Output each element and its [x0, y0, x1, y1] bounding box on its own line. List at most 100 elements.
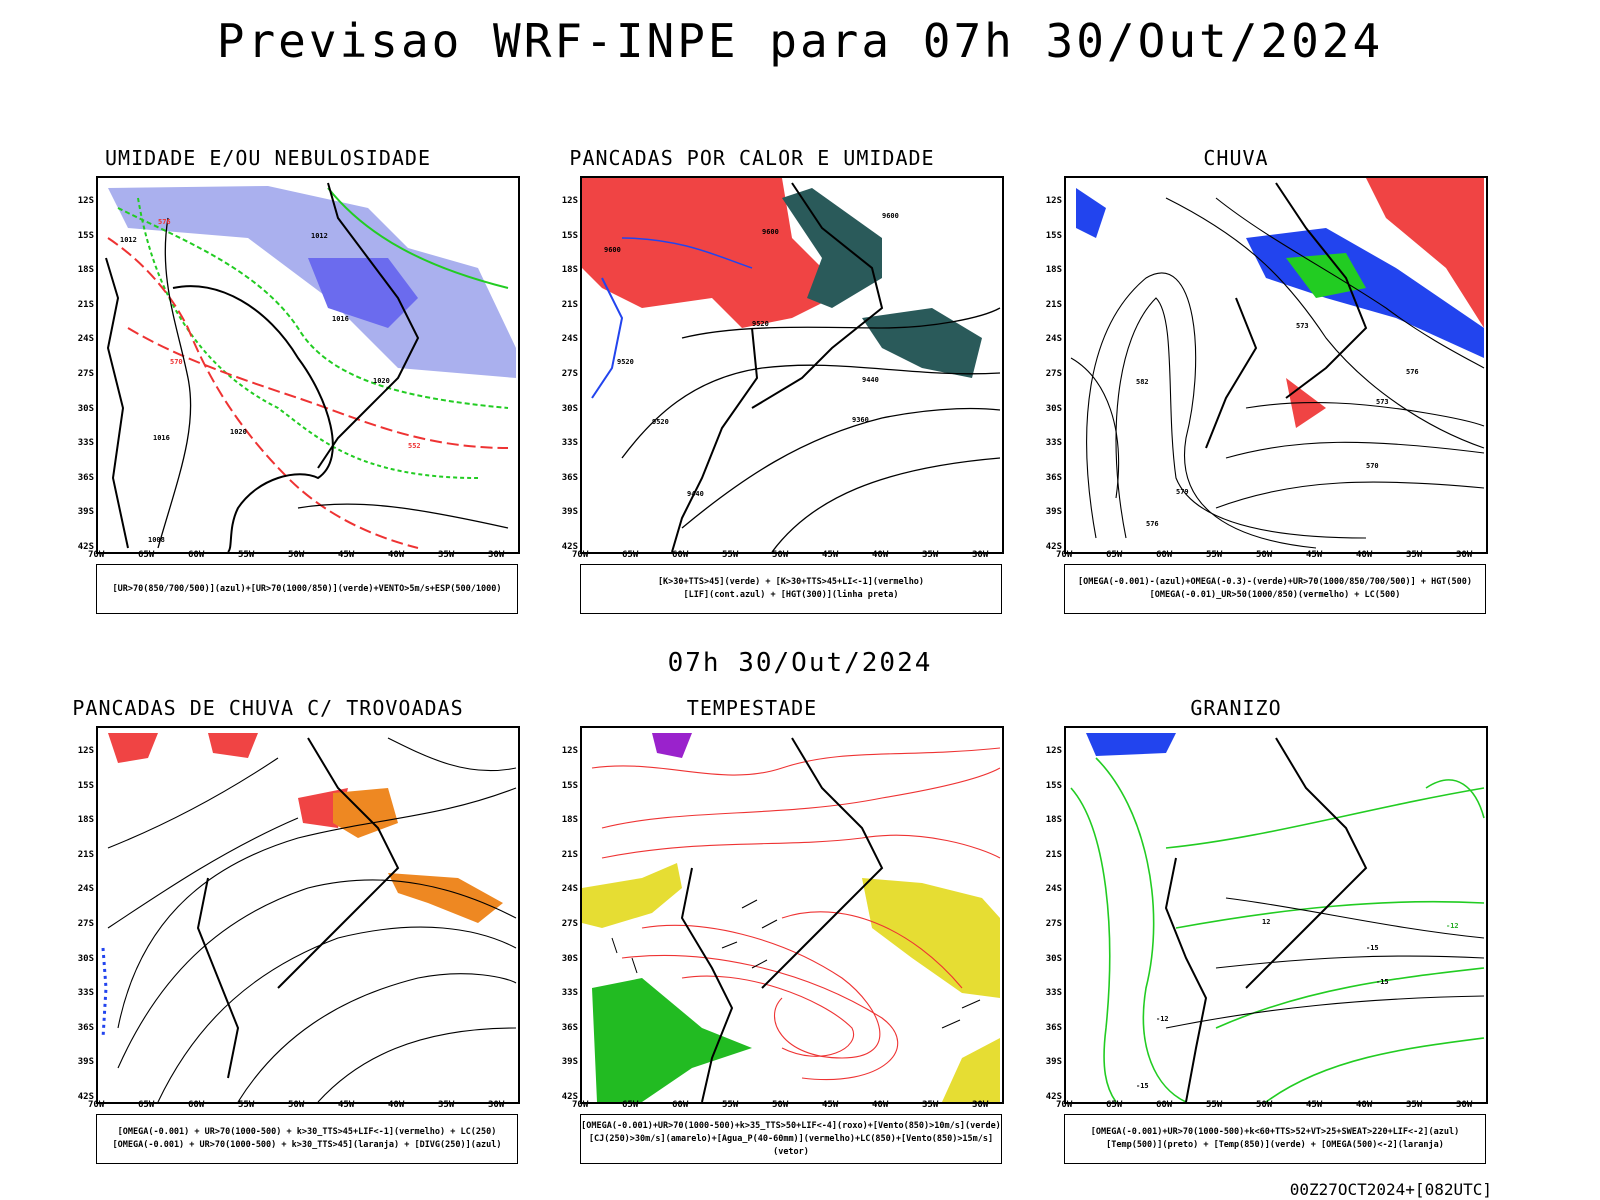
lat-tick-label: 33S: [1045, 988, 1062, 999]
lat-tick-label: 27S: [561, 919, 578, 929]
hgt-contour: [621, 364, 1001, 459]
legend-line: [OMEGA(-0.001)+UR>70(1000-500)+k>35_TTS>…: [581, 1120, 1001, 1131]
lat-tick-label: 42S: [1045, 542, 1062, 552]
contour-label: 1020: [230, 428, 247, 436]
lat-tick-label: 42S: [77, 542, 94, 552]
lat-tick-label: 36S: [561, 472, 578, 483]
contour-label: 9600: [762, 228, 779, 236]
map-chuva[interactable]: 582 579 576 573 570 576 573: [1064, 176, 1488, 554]
red-dashed-contour: [127, 327, 509, 449]
lon-tick-label: 45W: [1306, 1100, 1323, 1110]
lon-tick-label: 55W: [238, 1100, 255, 1110]
lon-tick-label: 55W: [722, 550, 739, 560]
lat-tick-label: 15S: [561, 230, 578, 241]
jet-yellow-area: [582, 863, 682, 928]
map-pancadas-calor[interactable]: 9600 9600 9600 9520 9520 9440 9360 9440 …: [580, 176, 1004, 554]
contour-label: 1012: [311, 232, 328, 240]
temp850-contours: [1070, 757, 1485, 1102]
lon-tick-label: 35W: [922, 550, 939, 560]
lat-tick-label: 42S: [561, 542, 578, 552]
map-pancadas-trovoadas[interactable]: [96, 726, 520, 1104]
green-instability-area: [782, 188, 882, 308]
lon-tick-label: 60W: [1156, 1100, 1173, 1110]
coastline: [196, 877, 240, 1079]
border: [751, 182, 884, 409]
lon-tick-label: 40W: [1356, 550, 1373, 560]
lat-tick-label: 18S: [561, 265, 578, 276]
lon-tick-label: 70W: [1056, 550, 1073, 560]
hgt-contour: [681, 407, 1001, 529]
lat-tick-label: 24S: [77, 334, 94, 345]
map-tempestade[interactable]: [580, 726, 1004, 1104]
lat-tick-label: 33S: [77, 988, 94, 999]
panel-title: UMIDADE E/OU NEBULOSIDADE: [104, 146, 432, 170]
jet-yellow-area: [862, 878, 1000, 998]
lon-tick-label: 55W: [1206, 550, 1223, 560]
lon-tick-label: 40W: [388, 550, 405, 560]
contour-label: 552: [408, 442, 421, 450]
lat-tick-label: 27S: [561, 369, 578, 379]
contour-label: -15: [1376, 978, 1389, 986]
legend: [K>30+TTS>45](verde) + [K>30+TTS>45+LI<-…: [580, 564, 1002, 614]
lat-tick-label: 27S: [1045, 919, 1062, 929]
lat-tick-label: 12S: [561, 746, 578, 756]
coastline: [671, 327, 759, 552]
coastline: [1205, 297, 1258, 449]
lif-contour: [621, 237, 753, 269]
contour-label: 576: [158, 218, 171, 226]
lon-tick-label: 45W: [1306, 550, 1323, 560]
contour-label: 570: [170, 358, 183, 366]
panel-title: TEMPESTADE: [686, 696, 818, 720]
storm-red-area: [208, 733, 258, 758]
map-granizo[interactable]: 12 -15 -15 -12 -15 -12: [1064, 726, 1488, 1104]
legend-line: [CJ(250)>30m/s](amarelo)+[Agua_P(40-60mm…: [588, 1133, 994, 1157]
lon-tick-label: 30W: [972, 1100, 989, 1110]
lat-tick-label: 39S: [1045, 1057, 1062, 1068]
lat-tick-label: 30S: [561, 403, 578, 414]
jet-yellow-area: [942, 1038, 1000, 1102]
hail-blue-area: [1086, 733, 1176, 756]
legend: [OMEGA(-0.001) + UR>70(1000-500) + k>30_…: [96, 1114, 518, 1164]
contour-label: 9600: [604, 246, 621, 254]
lat-tick-label: 36S: [1045, 472, 1062, 483]
lat-tick-label: 15S: [1045, 230, 1062, 241]
streamlines: [1070, 197, 1485, 549]
legend: [OMEGA(-0.001)+UR>70(1000-500)+k<60+TTS>…: [1064, 1114, 1486, 1164]
contour-label: -12: [1156, 1015, 1169, 1023]
wind-green-area: [592, 978, 752, 1102]
legend-line: [OMEGA(-0.001)+UR>70(1000-500)+k<60+TTS>…: [1090, 1127, 1460, 1137]
lon-tick-label: 60W: [672, 550, 689, 560]
lon-tick-label: 60W: [188, 550, 205, 560]
lat-tick-label: 39S: [561, 507, 578, 518]
panel-title: PANCADAS POR CALOR E UMIDADE: [569, 146, 935, 170]
map-umidade[interactable]: 1012 1012 1016 1020 1016 1020 1008 570 5…: [96, 176, 520, 554]
border: [761, 737, 884, 989]
red-dashed-contour: [107, 237, 419, 549]
lat-tick-label: 12S: [1045, 196, 1062, 206]
legend-line: [K>30+TTS>45](verde) + [K>30+TTS>45+LI<-…: [657, 577, 925, 587]
contour-label: 9520: [652, 418, 669, 426]
lon-tick-label: 35W: [438, 1100, 455, 1110]
lon-tick-label: 30W: [1456, 550, 1473, 560]
map-svg: 9600 9600 9600 9520 9520 9440 9360 9440 …: [582, 178, 1002, 552]
lon-tick-label: 60W: [1156, 550, 1173, 560]
panel-pancadas-trovoadas: PANCADAS DE CHUVA C/ TROVOADAS: [48, 696, 520, 1166]
legend-line: [OMEGA(-0.001) + UR>70(1000-500) + k>30_…: [117, 1127, 497, 1137]
lat-tick-label: 42S: [1045, 1092, 1062, 1102]
rain-red-area: [1366, 178, 1484, 328]
legend-line: [OMEGA(-0.01)_UR>50(1000/850)(vermelho) …: [1149, 590, 1401, 600]
contour-label: 9520: [752, 320, 769, 328]
lon-tick-label: 35W: [922, 1100, 939, 1110]
lon-tick-label: 55W: [1206, 1100, 1223, 1110]
contour-label: 1020: [373, 377, 390, 385]
panel-granizo: GRANIZO 12 -15: [1016, 696, 1488, 1166]
lat-tick-label: 30S: [1045, 403, 1062, 414]
border: [1275, 182, 1368, 399]
map-svg: 12 -15 -15 -12 -15 -12: [1066, 728, 1486, 1102]
green-contour: [137, 197, 479, 479]
lat-tick-label: 12S: [77, 196, 94, 206]
legend-line: [LIF](cont.azul) + [HGT(300)](linha pret…: [683, 590, 899, 600]
lon-tick-label: 30W: [1456, 1100, 1473, 1110]
lat-tick-label: 18S: [1045, 265, 1062, 276]
lat-tick-label: 15S: [561, 780, 578, 791]
